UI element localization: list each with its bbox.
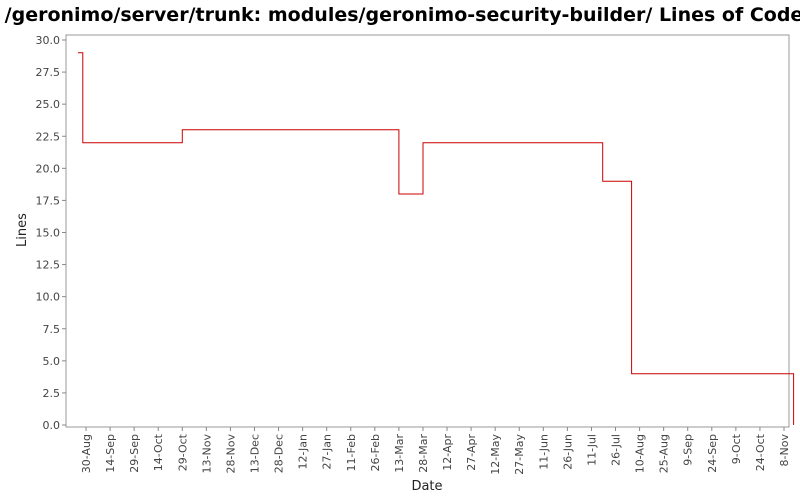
x-axis-label: Date — [411, 479, 442, 494]
series-line — [78, 52, 795, 425]
x-tick-label: 29-Sep — [128, 434, 141, 473]
x-tick-label: 9-Oct — [730, 433, 743, 464]
x-tick-label: 12-Apr — [441, 434, 454, 471]
x-tick-label: 28-Dec — [273, 434, 286, 473]
x-tick-label: 8-Nov — [778, 434, 791, 467]
y-tick-label: 20.0 — [36, 162, 61, 175]
y-tick-label: 30.0 — [36, 34, 61, 47]
x-tick-label: 14-Sep — [104, 434, 117, 473]
y-tick-label: 12.5 — [36, 259, 61, 272]
chart-title: /geronimo/server/trunk: modules/geronimo… — [5, 4, 800, 26]
x-tick-label: 13-Dec — [248, 434, 261, 473]
y-axis-label: Lines — [15, 213, 30, 247]
x-tick-label: 11-Jul — [585, 434, 598, 466]
y-tick-label: 0.0 — [43, 419, 61, 432]
x-tick-label: 28-Nov — [224, 434, 237, 474]
y-tick-label: 27.5 — [36, 66, 61, 79]
x-tick-label: 29-Oct — [176, 433, 189, 471]
y-tick-label: 15.0 — [36, 227, 61, 240]
x-tick-label: 10-Aug — [634, 434, 647, 473]
x-tick-label: 25-Aug — [658, 434, 671, 473]
y-tick-label: 7.5 — [43, 323, 61, 336]
y-tick-label: 5.0 — [43, 355, 61, 368]
x-tick-label: 13-Nov — [200, 434, 213, 474]
x-tick-label: 26-Jun — [561, 434, 574, 470]
y-tick-label: 25.0 — [36, 98, 61, 111]
x-tick-label: 9-Sep — [682, 434, 695, 466]
x-tick-label: 11-Feb — [345, 434, 358, 471]
x-tick-label: 24-Oct — [754, 433, 767, 471]
y-tick-label: 10.0 — [36, 291, 61, 304]
y-axis: 0.0 2.5 5.0 7.5 10.0 12.5 15.0 17.5 20.0 22.5 25.0… — [36, 34, 66, 432]
x-tick-label: 27-Apr — [465, 434, 478, 471]
x-tick-label: 27-Jan — [321, 434, 334, 470]
x-tick-label: 24-Sep — [706, 434, 719, 473]
x-tick-label: 26-Feb — [369, 434, 382, 471]
x-tick-label: 14-Oct — [152, 433, 165, 471]
y-tick-label: 17.5 — [36, 194, 61, 207]
x-tick-label: 28-Mar — [417, 434, 430, 473]
y-tick-label: 22.5 — [36, 130, 61, 143]
x-tick-label: 12-Jan — [297, 434, 310, 470]
x-tick-label: 27-May — [513, 434, 526, 475]
x-tick-label: 30-Aug — [80, 434, 93, 473]
y-tick-label: 2.5 — [43, 387, 61, 400]
x-tick-label: 11-Jun — [537, 434, 550, 470]
x-tick-label: 26-Jul — [610, 434, 623, 466]
x-axis: 30-Aug 14-Sep 29-Sep 14-Oct 29-Oct 13-Nov 28-N… — [80, 427, 791, 475]
plot-area — [65, 34, 790, 428]
x-tick-label: 12-May — [489, 434, 502, 475]
x-tick-label: 13-Mar — [393, 434, 406, 473]
